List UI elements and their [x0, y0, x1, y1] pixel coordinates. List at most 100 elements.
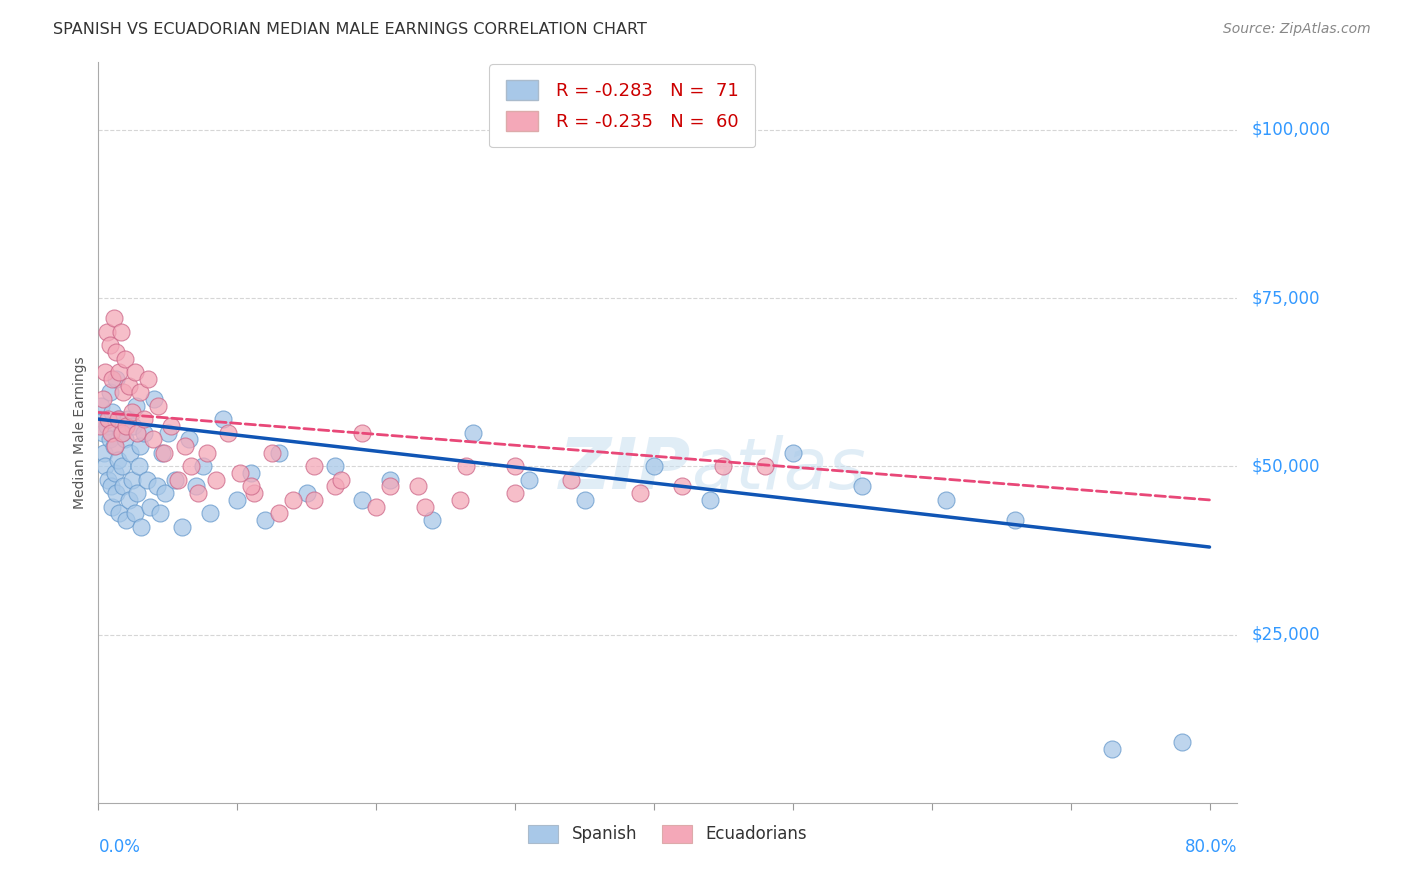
Point [159, 418, 181, 433]
Point [136, 473, 159, 487]
Point [134, 425, 156, 440]
Point [243, 486, 266, 500]
Point [108, 507, 131, 521]
Point [754, 459, 776, 474]
Point [352, 492, 374, 507]
Point [129, 439, 152, 453]
Point [152, 446, 174, 460]
Point [122, 418, 145, 433]
Point [101, 372, 124, 386]
Point [366, 500, 388, 514]
Point [104, 466, 127, 480]
Point [101, 500, 124, 514]
Point [127, 486, 149, 500]
Point [260, 446, 283, 460]
Point [112, 479, 135, 493]
Point [851, 479, 873, 493]
Point [98, 385, 121, 400]
Point [103, 439, 125, 453]
Point [163, 473, 186, 487]
Point [191, 459, 214, 474]
Point [503, 486, 526, 500]
Text: $50,000: $50,000 [1251, 458, 1320, 475]
Point [121, 473, 143, 487]
Point [124, 365, 146, 379]
Point [100, 479, 122, 493]
Point [91, 392, 114, 406]
Point [98, 338, 121, 352]
Point [166, 473, 188, 487]
Text: atlas: atlas [690, 435, 865, 504]
Point [226, 492, 249, 507]
Text: $25,000: $25,000 [1251, 625, 1320, 643]
Point [643, 459, 665, 474]
Point [187, 486, 209, 500]
Point [115, 513, 138, 527]
Point [98, 433, 121, 447]
Point [150, 446, 173, 460]
Point [129, 385, 152, 400]
Point [628, 486, 651, 500]
Point [114, 351, 136, 366]
Point [153, 486, 176, 500]
Point [378, 479, 401, 493]
Point [170, 520, 193, 534]
Point [302, 459, 325, 474]
Point [97, 473, 120, 487]
Point [110, 425, 132, 440]
Point [413, 500, 436, 514]
Point [406, 479, 429, 493]
Text: ZIP: ZIP [558, 435, 690, 504]
Point [217, 425, 239, 440]
Point [267, 507, 290, 521]
Point [713, 459, 735, 474]
Point [148, 507, 170, 521]
Point [1004, 513, 1026, 527]
Point [125, 399, 148, 413]
Point [195, 446, 218, 460]
Point [115, 418, 138, 433]
Point [96, 418, 118, 433]
Point [517, 473, 540, 487]
Point [118, 378, 141, 392]
Point [935, 492, 957, 507]
Point [145, 479, 167, 493]
Point [111, 425, 134, 440]
Point [330, 473, 353, 487]
Point [93, 446, 115, 460]
Text: 0.0%: 0.0% [98, 838, 141, 855]
Point [503, 459, 526, 474]
Point [782, 446, 804, 460]
Point [420, 513, 443, 527]
Legend: Spanish, Ecuadorians: Spanish, Ecuadorians [522, 818, 814, 850]
Point [560, 473, 582, 487]
Point [89, 412, 111, 426]
Point [97, 412, 120, 426]
Point [456, 459, 478, 474]
Point [254, 513, 277, 527]
Point [352, 425, 374, 440]
Point [111, 459, 134, 474]
Point [205, 473, 228, 487]
Point [94, 459, 117, 474]
Text: Source: ZipAtlas.com: Source: ZipAtlas.com [1223, 22, 1371, 37]
Point [142, 433, 165, 447]
Point [323, 459, 346, 474]
Text: $75,000: $75,000 [1251, 289, 1320, 307]
Point [323, 479, 346, 493]
Point [267, 446, 290, 460]
Point [240, 466, 263, 480]
Point [134, 412, 156, 426]
Point [173, 439, 195, 453]
Point [240, 479, 263, 493]
Point [120, 446, 142, 460]
Point [281, 492, 304, 507]
Point [131, 520, 153, 534]
Point [100, 425, 122, 440]
Point [121, 405, 143, 419]
Point [156, 425, 179, 440]
Point [105, 344, 128, 359]
Point [671, 479, 693, 493]
Point [124, 507, 146, 521]
Point [89, 418, 111, 433]
